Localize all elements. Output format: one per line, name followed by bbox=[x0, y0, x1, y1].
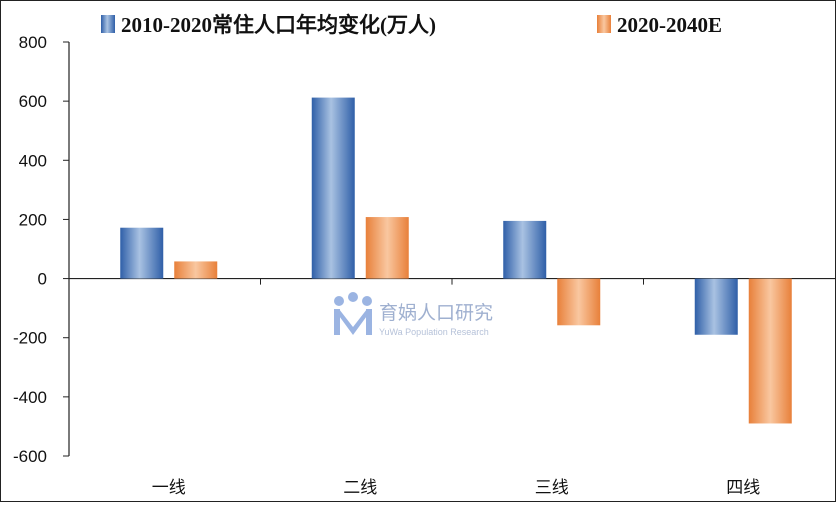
bar-series-1 bbox=[120, 227, 164, 279]
legend-swatch-series-2 bbox=[597, 15, 611, 33]
y-tick-label: 200 bbox=[19, 210, 47, 229]
watermark-subtitle: YuWa Population Research bbox=[379, 327, 489, 337]
legend-swatch-series-1 bbox=[101, 15, 115, 33]
x-axis-labels: 一线 二线 三线 四线 bbox=[152, 478, 761, 498]
y-tick-label: 600 bbox=[19, 92, 47, 111]
bar-series-2 bbox=[365, 217, 409, 279]
y-tick-label: 800 bbox=[19, 33, 47, 52]
legend-label-series-2: 2020-2040E bbox=[617, 13, 722, 37]
y-tick-label: -200 bbox=[13, 329, 47, 348]
bar-series-1 bbox=[694, 278, 738, 335]
x-category-label: 二线 bbox=[343, 478, 377, 498]
y-tick-label: 400 bbox=[19, 151, 47, 170]
legend: 2010-2020常住人口年均变化(万人) 2020-2040E bbox=[101, 13, 722, 37]
y-tick-label: 0 bbox=[38, 270, 47, 289]
watermark-logo-icon bbox=[334, 292, 372, 335]
x-category-label: 三线 bbox=[535, 478, 569, 498]
bars bbox=[120, 97, 792, 424]
y-tick-label: -600 bbox=[13, 447, 47, 466]
bar-series-2 bbox=[174, 261, 218, 279]
x-category-label: 四线 bbox=[726, 478, 760, 498]
watermark: 育娲人口研究 YuWa Population Research bbox=[334, 292, 493, 337]
y-tick-label: -400 bbox=[13, 388, 47, 407]
bar-series-1 bbox=[503, 220, 547, 279]
bar-series-1 bbox=[311, 97, 355, 279]
legend-label-series-1: 2010-2020常住人口年均变化(万人) bbox=[121, 13, 436, 37]
watermark-name: 育娲人口研究 bbox=[379, 302, 493, 324]
bar-series-2 bbox=[557, 278, 601, 326]
x-category-label: 一线 bbox=[152, 478, 186, 498]
bar-series-2 bbox=[748, 278, 792, 424]
